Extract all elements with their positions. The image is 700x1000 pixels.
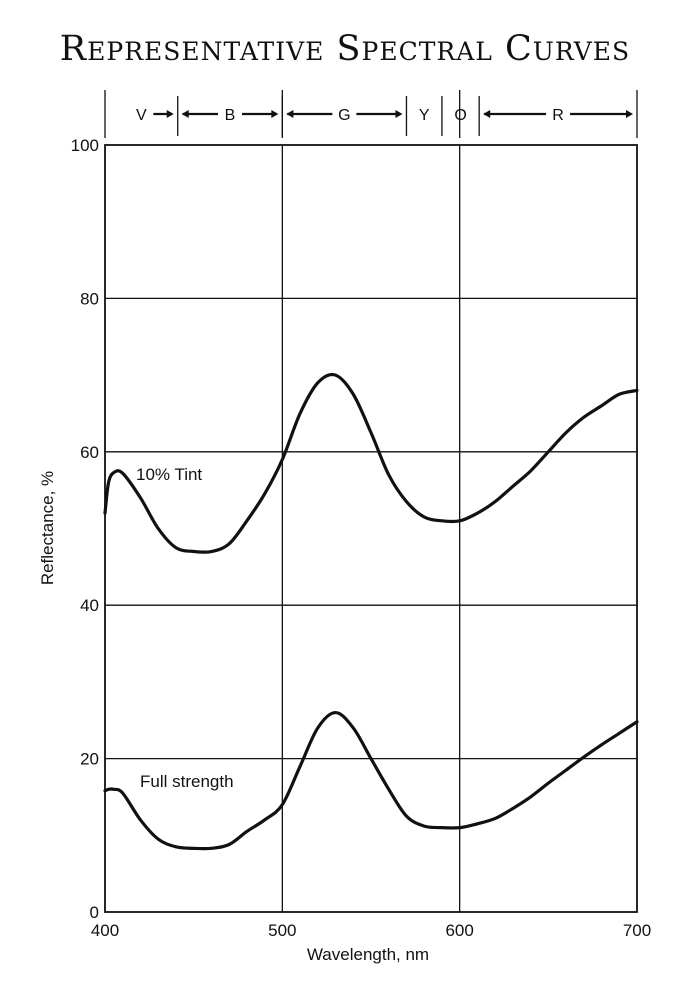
band-b: B	[181, 96, 283, 136]
y-tick-label-60: 60	[80, 443, 99, 462]
band-y: Y	[419, 96, 443, 136]
band-v-arrowhead-right	[166, 110, 174, 118]
band-o: O	[454, 96, 480, 136]
grid	[105, 90, 637, 912]
series-label-full-strength: Full strength	[140, 772, 234, 791]
x-tick-label-500: 500	[268, 921, 296, 940]
y-tick-label-100: 100	[71, 136, 99, 155]
band-g-arrowhead-right	[395, 110, 403, 118]
y-tick-label-20: 20	[80, 750, 99, 769]
band-r-arrowhead-left	[483, 110, 491, 118]
y-axis-label: Reflectance, %	[38, 471, 57, 585]
band-o-label: O	[454, 107, 466, 124]
band-b-arrowhead-right	[271, 110, 279, 118]
x-tick-label-700: 700	[623, 921, 651, 940]
x-axis-label: Wavelength, nm	[307, 945, 429, 964]
band-r-label: R	[552, 107, 564, 124]
band-b-label: B	[225, 107, 236, 124]
x-tick-label-400: 400	[91, 921, 119, 940]
series-line-10pct-tint	[103, 372, 639, 554]
band-y-label: Y	[419, 107, 430, 124]
chart-title: Representative Spectral Curves	[60, 29, 630, 69]
series-line-full-strength	[103, 710, 639, 851]
y-tick-label-40: 40	[80, 596, 99, 615]
band-g: G	[286, 96, 408, 136]
axis-ticks: 0 20 40 60 80 100 400 500 600 700	[71, 136, 652, 940]
x-tick-label-600: 600	[445, 921, 473, 940]
y-tick-label-80: 80	[80, 289, 99, 308]
band-v: V	[136, 96, 179, 136]
band-r: R	[483, 107, 633, 124]
band-r-arrowhead-right	[626, 110, 633, 118]
band-v-label: V	[136, 107, 147, 124]
band-g-label: G	[338, 107, 350, 124]
plot-frame	[104, 144, 638, 913]
band-b-arrowhead-left	[181, 110, 189, 118]
series-curves	[103, 372, 639, 851]
y-tick-label-0: 0	[90, 903, 99, 922]
band-g-arrowhead-left	[286, 110, 294, 118]
series-label-10pct-tint: 10% Tint	[136, 465, 202, 484]
